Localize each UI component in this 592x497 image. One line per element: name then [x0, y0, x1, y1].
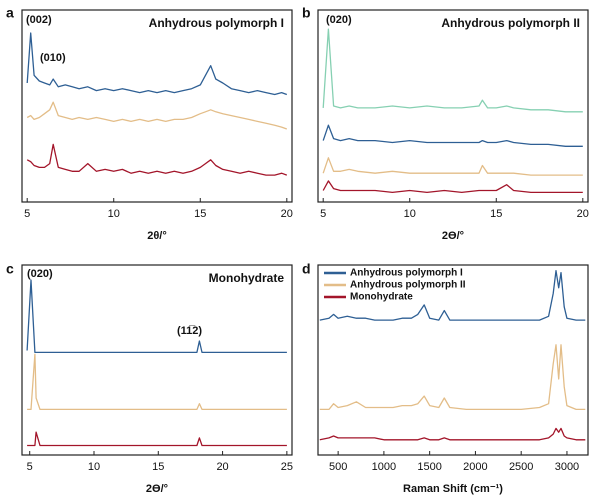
legend-label: Monohydrate — [350, 292, 413, 303]
x-tick-label: 3000 — [555, 461, 579, 473]
peak-annotation: (020) — [27, 268, 53, 280]
x-tick-label: 20 — [216, 461, 228, 473]
plot-frame — [21, 9, 293, 203]
spectrum-line — [322, 157, 583, 176]
x-tick-label: 20 — [577, 208, 589, 220]
x-tick-label: 10 — [108, 208, 120, 220]
x-tick-label: 500 — [329, 461, 347, 473]
x-tick-label: 2000 — [463, 461, 487, 473]
plot-frame — [317, 9, 589, 203]
spectrum-line — [322, 180, 583, 194]
x-tick-label: 10 — [404, 208, 416, 220]
spectrum-line — [26, 32, 288, 96]
x-tick-label: 15 — [490, 208, 502, 220]
panel-label: a — [6, 5, 14, 21]
panel-title: Anhydrous polymorph I — [149, 16, 284, 30]
panel-title: Anhydrous polymorph II — [441, 16, 580, 30]
legend-label: Anhydrous polymorph II — [350, 280, 466, 291]
peak-annotation: (11̅2) — [177, 325, 202, 337]
spectrum-line — [27, 431, 287, 447]
spectrum-line — [319, 427, 586, 441]
peak-annotation: (020) — [326, 14, 352, 26]
x-axis-label: 2θ/° — [147, 230, 167, 242]
spectrum-line — [26, 279, 287, 354]
x-tick-label: 5 — [24, 208, 30, 220]
x-axis-label: 2Ɵ/° — [442, 230, 464, 242]
spectrum-line — [26, 143, 288, 176]
x-tick-label: 2500 — [509, 461, 533, 473]
plot-frame — [317, 264, 589, 456]
legend-label: Anhydrous polymorph I — [350, 268, 463, 279]
panel-label: b — [302, 5, 311, 21]
panel-label: c — [6, 261, 14, 277]
spectrum-line — [319, 344, 586, 411]
spectrum-line — [322, 28, 583, 113]
x-axis-label: 2Ɵ/° — [146, 483, 168, 495]
x-tick-label: 1500 — [417, 461, 441, 473]
x-tick-label: 20 — [281, 208, 293, 220]
spectrum-line — [27, 353, 287, 411]
panel-label: d — [302, 261, 311, 277]
spectrum-line — [26, 101, 288, 130]
x-tick-label: 5 — [27, 461, 33, 473]
x-tick-label: 5 — [320, 208, 326, 220]
x-tick-label: 15 — [194, 208, 206, 220]
x-tick-label: 25 — [281, 461, 293, 473]
panel-title: Monohydrate — [209, 271, 285, 285]
x-axis-label: Raman Shift (cm⁻¹) — [403, 483, 503, 495]
x-tick-label: 15 — [152, 461, 164, 473]
x-tick-label: 10 — [88, 461, 100, 473]
spectrum-line — [322, 124, 583, 147]
x-tick-label: 1000 — [372, 461, 396, 473]
peak-annotation: (002) — [26, 14, 52, 26]
peak-annotation: (010) — [40, 52, 66, 64]
spectrum-line — [319, 270, 586, 321]
plot-frame — [21, 264, 293, 456]
